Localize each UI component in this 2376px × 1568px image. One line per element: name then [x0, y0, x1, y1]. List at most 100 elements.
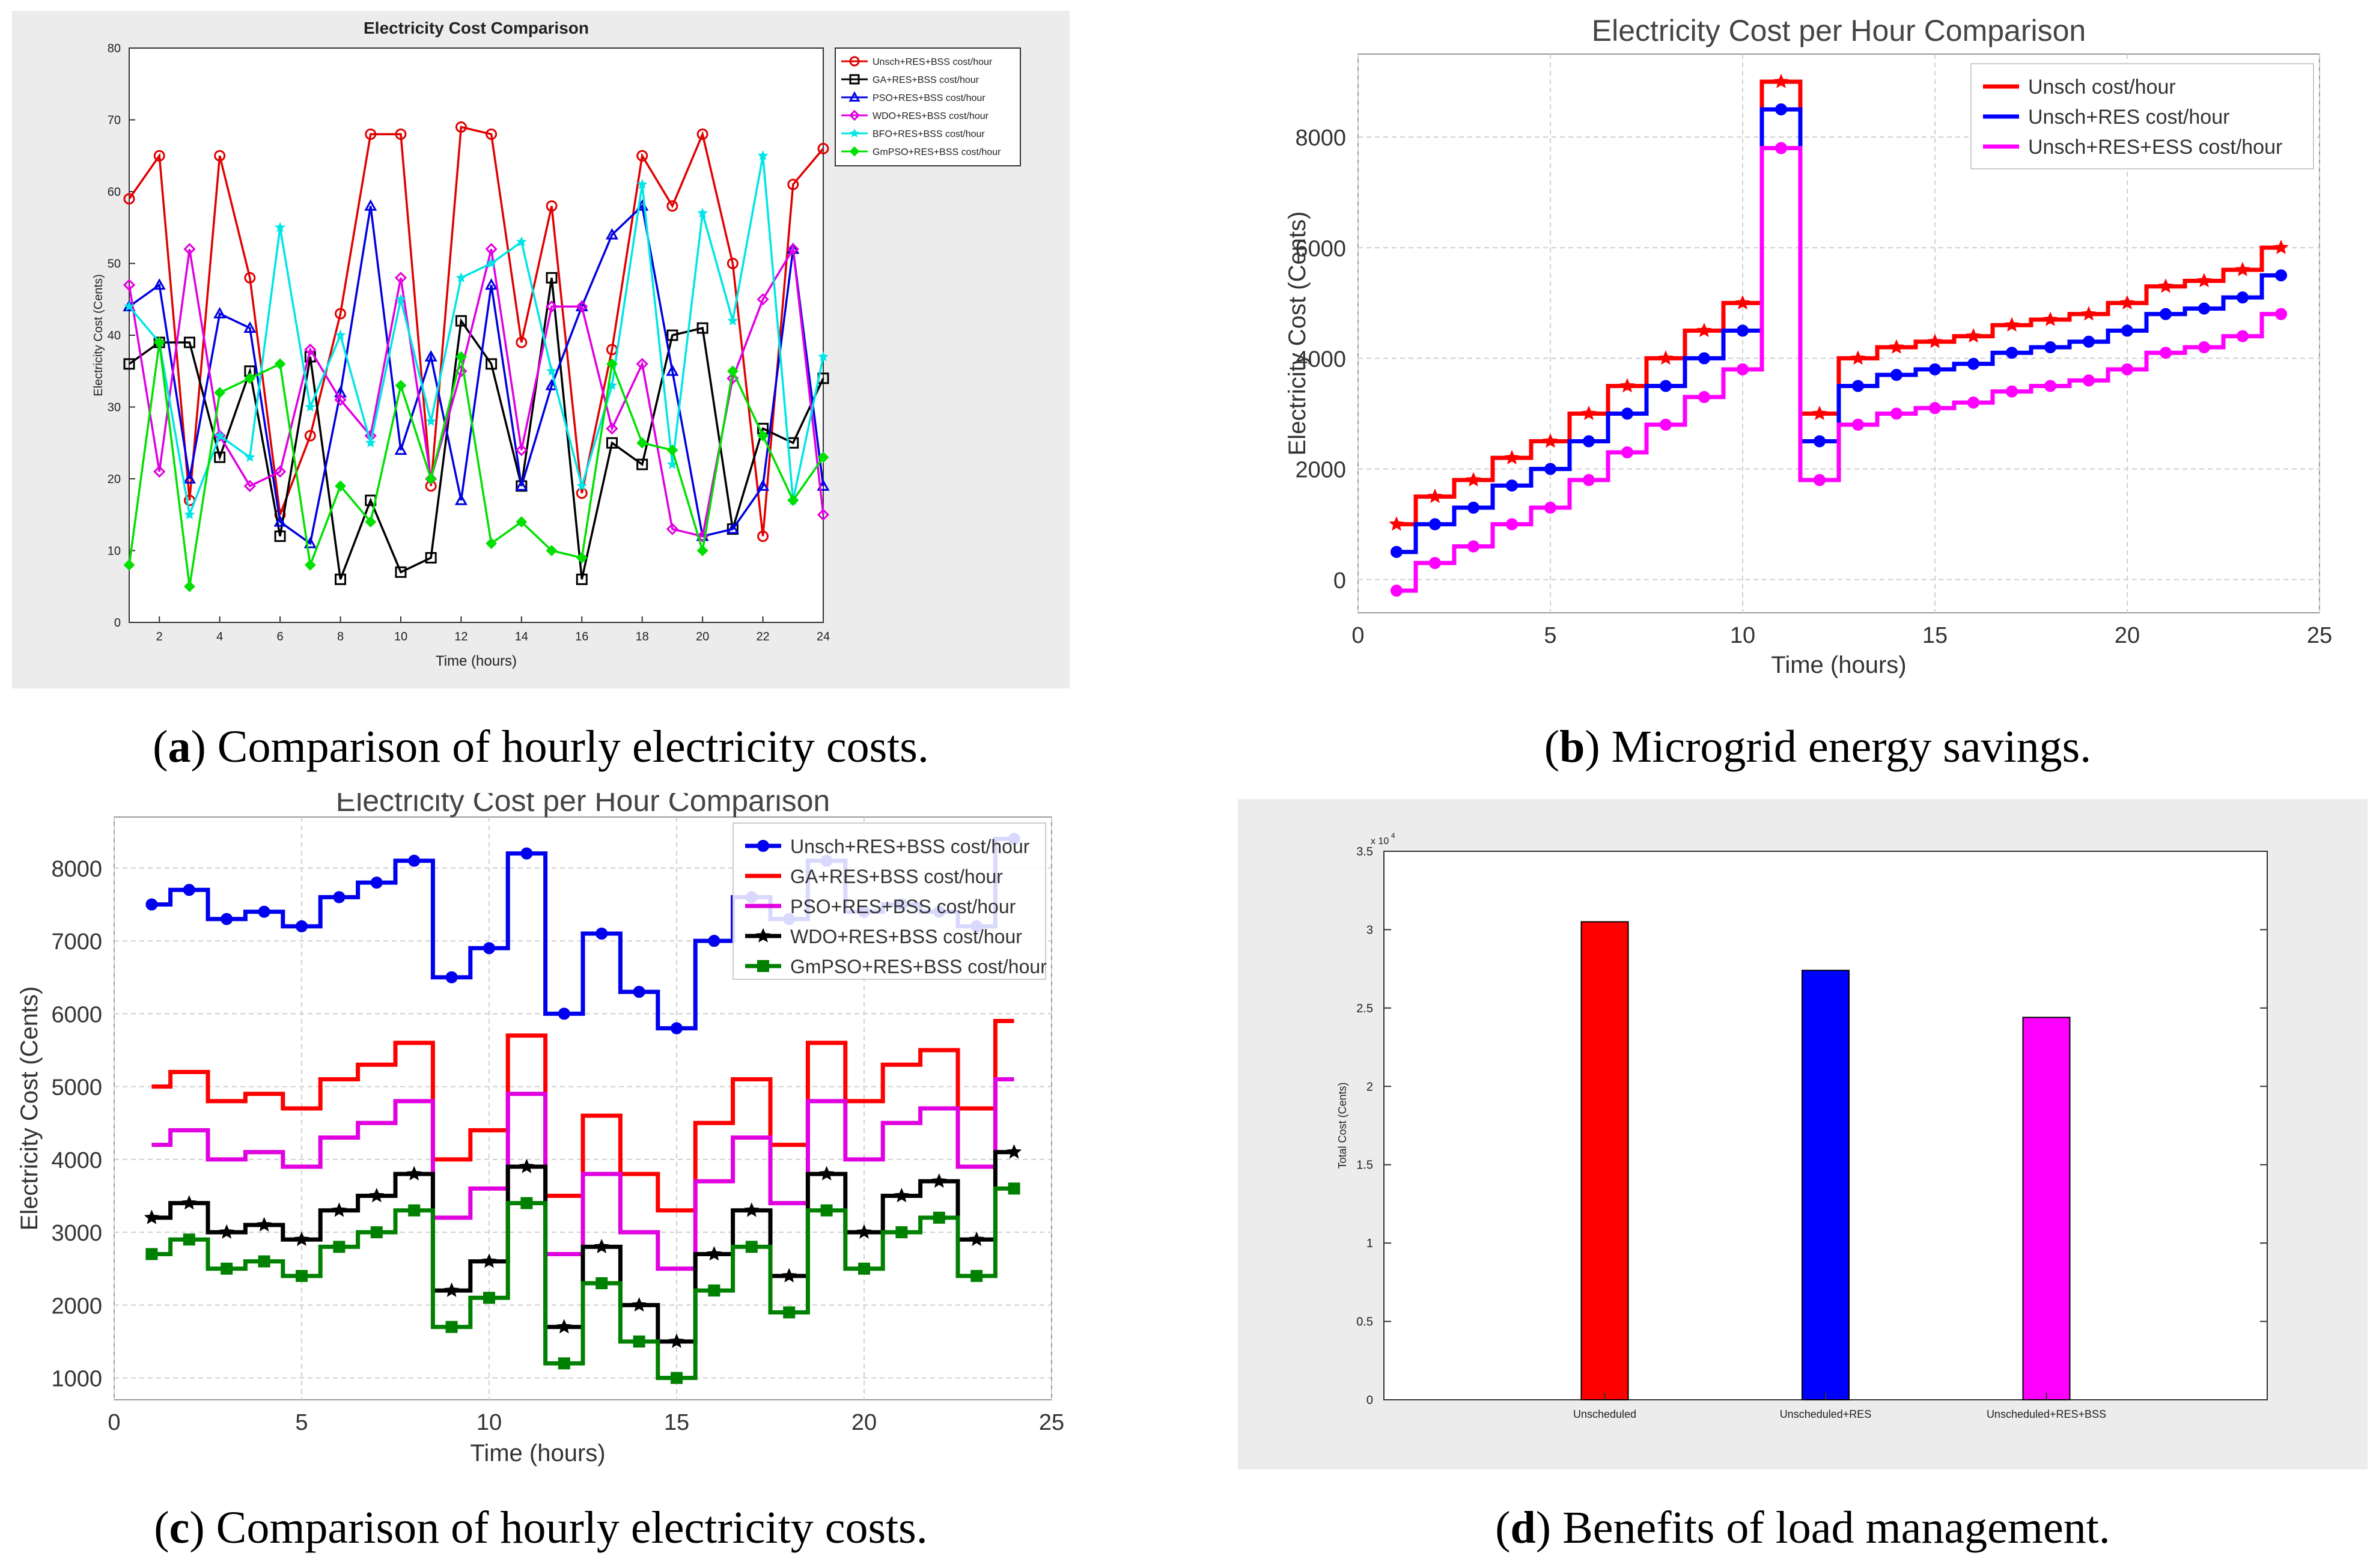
- data-point: [1929, 363, 1941, 375]
- bar: [1802, 970, 1850, 1401]
- data-point: [2006, 385, 2018, 398]
- data-point: [2044, 341, 2056, 354]
- data-point: [1814, 474, 1826, 487]
- data-point: [1698, 390, 1710, 403]
- data-point: [2160, 308, 2172, 320]
- data-point: [485, 278, 498, 290]
- data-point: [365, 437, 376, 448]
- data-point: [1852, 380, 1864, 392]
- data-point: [1927, 333, 1943, 348]
- data-point: [1737, 324, 1749, 337]
- data-point: [1773, 73, 1789, 88]
- data-point: [2119, 295, 2135, 310]
- data-point: [817, 142, 829, 154]
- data-point: [2081, 306, 2097, 321]
- data-point: [1966, 328, 1981, 343]
- data-point: [181, 1195, 197, 1210]
- data-point: [727, 365, 739, 377]
- data-point: [124, 300, 135, 311]
- x-tick-label: 20: [696, 630, 709, 643]
- data-point: [123, 193, 135, 205]
- series-5: [123, 336, 829, 592]
- data-point: [245, 451, 255, 462]
- data-point: [2121, 363, 2133, 375]
- data-point: [296, 1269, 308, 1282]
- x-axis-label: Time (hours): [1771, 652, 1906, 678]
- data-point: [1737, 363, 1749, 375]
- data-point: [516, 236, 527, 247]
- y-tick-label: 1.5: [1356, 1159, 1373, 1172]
- data-point: [214, 387, 226, 399]
- data-point: [1660, 418, 1672, 431]
- data-point: [1583, 474, 1595, 487]
- data-point: [858, 1262, 870, 1275]
- data-point: [1506, 518, 1518, 530]
- data-point: [395, 380, 407, 392]
- data-point: [696, 322, 708, 334]
- legend-box: [733, 822, 1046, 980]
- series-line: [151, 1019, 1014, 1213]
- data-point: [183, 472, 196, 484]
- y-tick-label: 0.5: [1356, 1316, 1373, 1329]
- chart-title: Electricity Cost per Hour Comparison: [336, 793, 830, 818]
- data-point: [486, 128, 498, 140]
- x-tick-label: 16: [575, 630, 588, 643]
- data-point: [483, 1292, 495, 1304]
- data-point: [546, 545, 558, 556]
- data-point: [1466, 472, 1481, 487]
- data-point: [636, 150, 648, 162]
- data-point: [1429, 557, 1441, 570]
- data-point: [370, 877, 383, 889]
- data-point: [275, 222, 285, 232]
- data-point: [2042, 311, 2058, 326]
- y-axis-label: Electricity Cost (Cents): [16, 986, 43, 1231]
- data-point: [221, 1262, 233, 1275]
- data-point: [697, 207, 708, 218]
- data-point: [1619, 378, 1635, 393]
- data-point: [486, 258, 497, 269]
- data-point: [669, 1333, 684, 1348]
- data-point: [335, 308, 347, 320]
- caption-b: (b) Microgrid energy savings.: [1544, 722, 2092, 772]
- data-point: [331, 1202, 347, 1217]
- data-point: [1775, 103, 1787, 116]
- y-tick-label: 4000: [51, 1148, 102, 1173]
- legend-label: WDO+RES+BSS cost/hour: [873, 111, 989, 121]
- data-point: [516, 336, 528, 348]
- data-point: [636, 357, 648, 370]
- y-tick-label: 6000: [51, 1002, 102, 1027]
- series-line: [1397, 107, 2281, 555]
- data-point: [636, 178, 648, 189]
- caption-c: (c) Comparison of hourly electricity cos…: [154, 1503, 928, 1553]
- data-point: [856, 1224, 872, 1239]
- legend-label: Unsch+RES cost/hour: [2028, 106, 2229, 129]
- legend-label: PSO+RES+BSS cost/hour: [790, 896, 1016, 917]
- series-line: [128, 204, 824, 545]
- data-point: [1814, 435, 1826, 448]
- y-tick-label: 6000: [1295, 236, 1346, 261]
- x-tick-label: 2: [156, 630, 163, 643]
- y-tick-label: 2000: [1295, 458, 1346, 483]
- y-exponent-power: 4: [1391, 831, 1395, 840]
- x-tick-label: 15: [1922, 623, 1948, 648]
- y-tick-label: 0: [1333, 568, 1346, 594]
- data-point: [369, 1188, 385, 1203]
- data-point: [781, 1268, 797, 1283]
- data-point: [519, 1158, 535, 1173]
- data-point: [425, 416, 437, 426]
- data-point: [184, 509, 195, 520]
- legend-label: BFO+RES+BSS cost/hour: [873, 129, 985, 139]
- data-point: [2121, 324, 2133, 337]
- data-point: [2158, 278, 2173, 293]
- data-point: [666, 364, 679, 376]
- data-point: [296, 920, 308, 932]
- data-point: [606, 358, 618, 370]
- x-tick-label: 24: [817, 630, 830, 643]
- series-line: [128, 246, 824, 538]
- data-point: [515, 444, 528, 457]
- legend-label: Unsch+RES+ESS cost/hour: [2028, 136, 2282, 159]
- data-point: [123, 358, 135, 370]
- data-point: [2237, 330, 2249, 342]
- data-point: [820, 1204, 833, 1217]
